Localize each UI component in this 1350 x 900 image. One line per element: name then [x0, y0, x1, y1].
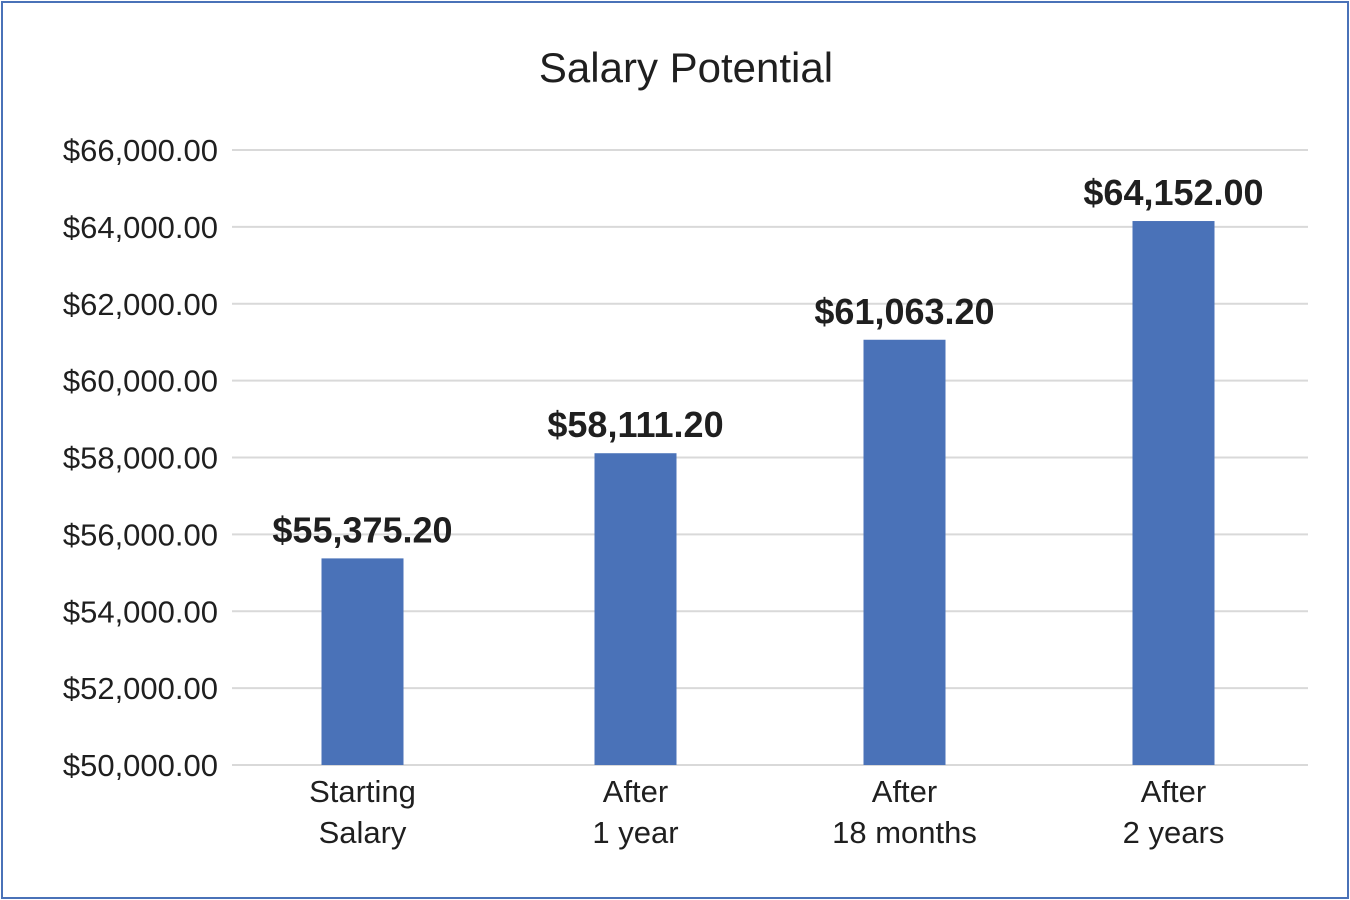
gridlines	[232, 149, 1308, 766]
y-tick-label: $64,000.00	[63, 210, 218, 245]
x-tick-label: 2 years	[1123, 815, 1225, 850]
y-axis-tick-labels: $50,000.00 $52,000.00 $54,000.00 $56,000.00…	[63, 133, 218, 783]
bar	[1132, 221, 1215, 766]
bar	[863, 339, 946, 765]
y-tick-label: $60,000.00	[63, 364, 218, 399]
chart-title: Salary Potential	[539, 44, 833, 91]
x-tick-label: After	[1141, 774, 1206, 809]
x-tick-label: After	[603, 774, 668, 809]
x-axis-tick-labels: Starting Salary After 1 year After 18 months A…	[309, 774, 1224, 850]
bar	[594, 453, 677, 765]
y-tick-label: $50,000.00	[63, 748, 218, 783]
x-tick-label: Salary	[319, 815, 407, 850]
y-tick-label: $56,000.00	[63, 517, 218, 552]
bars	[321, 221, 1215, 766]
x-tick-label: After	[872, 774, 937, 809]
y-tick-label: $54,000.00	[63, 594, 218, 629]
y-tick-label: $62,000.00	[63, 287, 218, 322]
x-tick-label: 1 year	[592, 815, 678, 850]
x-tick-label: Starting	[309, 774, 416, 809]
data-label: $61,063.20	[814, 291, 994, 332]
data-label: $58,111.20	[547, 404, 723, 445]
data-labels: $55,375.20 $58,111.20 $61,063.20 $64,152.00	[272, 172, 1263, 550]
bar	[321, 558, 404, 765]
data-label: $55,375.20	[272, 509, 452, 550]
data-label: $64,152.00	[1083, 172, 1263, 213]
y-tick-label: $52,000.00	[63, 671, 218, 706]
y-tick-label: $66,000.00	[63, 133, 218, 168]
y-tick-label: $58,000.00	[63, 441, 218, 476]
x-tick-label: 18 months	[832, 815, 977, 850]
